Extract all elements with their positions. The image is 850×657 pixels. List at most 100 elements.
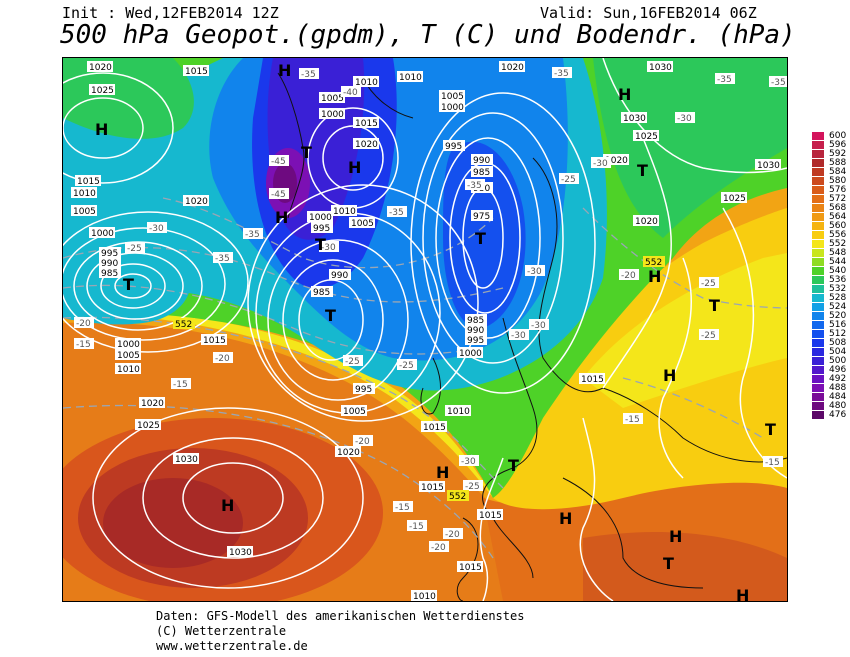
- isobar-label: 995: [353, 383, 375, 395]
- svg-text:1000: 1000: [117, 340, 140, 350]
- temp-label: -25: [343, 355, 363, 367]
- svg-text:-30: -30: [461, 457, 476, 467]
- svg-text:1020: 1020: [185, 197, 208, 207]
- svg-text:1020: 1020: [141, 399, 164, 409]
- svg-text:995: 995: [101, 249, 118, 259]
- isobar-label: 1010: [331, 205, 357, 217]
- svg-text:-25: -25: [701, 279, 716, 289]
- label-552: 552: [447, 490, 469, 502]
- svg-text:1020: 1020: [89, 63, 112, 73]
- svg-text:1030: 1030: [229, 548, 252, 558]
- isobar-label: 1010: [397, 71, 423, 83]
- svg-text:1020: 1020: [337, 448, 360, 458]
- high-marker: H: [436, 463, 449, 482]
- legend-swatch: [812, 321, 824, 329]
- coastline-greenland: [277, 72, 305, 219]
- temp-label: -35: [299, 68, 319, 80]
- isobar-label: 1000: [89, 227, 115, 239]
- isobar-label: 1015: [201, 334, 227, 346]
- temp-label: -20: [213, 352, 233, 364]
- legend-label: 484: [829, 392, 847, 402]
- temp-label: -35: [243, 228, 263, 240]
- low-marker: T: [301, 143, 312, 162]
- legend-swatch: [812, 204, 824, 212]
- isobar-label: 1005: [439, 90, 465, 102]
- isobar-label: 1025: [135, 419, 161, 431]
- field-deepblue-east: [443, 141, 526, 329]
- svg-text:-35: -35: [245, 230, 260, 240]
- svg-text:1025: 1025: [723, 194, 746, 204]
- svg-text:1010: 1010: [355, 78, 378, 88]
- legend-label: 504: [829, 347, 847, 357]
- svg-text:-30: -30: [511, 331, 526, 341]
- svg-text:995: 995: [445, 142, 462, 152]
- label-552: 552: [643, 256, 665, 268]
- field-teal-northeast: [593, 58, 787, 238]
- legend-label: 556: [829, 230, 847, 240]
- legend-label: 488: [829, 383, 847, 393]
- svg-text:1010: 1010: [399, 73, 422, 83]
- legend-label: 544: [829, 257, 847, 267]
- svg-text:-20: -20: [215, 354, 230, 364]
- svg-text:985: 985: [467, 316, 484, 326]
- high-marker: H: [663, 366, 676, 385]
- pressure-systems: H H H H H H H H H H H H T T T T T T T T …: [95, 61, 776, 601]
- isobar-label: 1010: [445, 405, 471, 417]
- isobar-label: 1005: [71, 205, 97, 217]
- isobar-label: 1030: [755, 159, 781, 171]
- field-green-northwest: [63, 58, 194, 139]
- legend-swatch: [812, 384, 824, 392]
- isobar-central-low-2: [282, 259, 384, 381]
- temp-contour-minus25: [63, 284, 484, 355]
- svg-text:1020: 1020: [635, 217, 658, 227]
- legend-swatch: [812, 375, 824, 383]
- high-marker: H: [348, 158, 361, 177]
- legend-label: 564: [829, 212, 847, 222]
- svg-text:1015: 1015: [459, 563, 482, 573]
- legend-label: 516: [829, 320, 847, 330]
- svg-text:-35: -35: [389, 208, 404, 218]
- isobar-north-low-4: [422, 112, 564, 364]
- svg-text:1005: 1005: [351, 219, 374, 229]
- legend-swatch: [812, 330, 824, 338]
- isobar-label: 1000: [439, 101, 465, 113]
- isobar-ne-1: [602, 58, 787, 174]
- isobar-label: 1005: [349, 217, 375, 229]
- svg-text:1015: 1015: [581, 375, 604, 385]
- field-cyan-atlantic: [63, 215, 191, 325]
- temp-label: -25: [397, 359, 417, 371]
- isobar-label: 995: [465, 334, 487, 346]
- low-marker: T: [765, 420, 776, 439]
- temp-label: -15: [171, 378, 191, 390]
- temp-label: -15: [407, 520, 427, 532]
- svg-text:-20: -20: [621, 271, 636, 281]
- svg-text:1030: 1030: [175, 455, 198, 465]
- svg-text:990: 990: [331, 271, 348, 281]
- isobar-label: 985: [471, 166, 493, 178]
- weather-map-canvas: 1020 1015 1025 1010 1005 1000 1015 1020 …: [63, 58, 787, 601]
- temp-label: -40: [341, 86, 361, 98]
- svg-text:1015: 1015: [355, 119, 378, 129]
- svg-text:-15: -15: [409, 522, 424, 532]
- legend-swatch: [812, 240, 824, 248]
- temp-label: -15: [393, 501, 413, 513]
- temp-label: -35: [213, 252, 233, 264]
- legend-swatch: [812, 357, 824, 365]
- svg-text:1010: 1010: [117, 365, 140, 375]
- legend-swatch: [812, 159, 824, 167]
- high-marker: H: [669, 527, 682, 546]
- legend-swatch: [812, 267, 824, 275]
- svg-text:975: 975: [473, 212, 490, 222]
- svg-text:-25: -25: [127, 244, 142, 254]
- isobar-south-1: [479, 457, 504, 601]
- svg-text:1015: 1015: [185, 67, 208, 77]
- svg-text:990: 990: [101, 259, 118, 269]
- temp-label: -45: [269, 155, 289, 167]
- legend-label: 572: [829, 194, 847, 204]
- svg-text:1005: 1005: [343, 407, 366, 417]
- svg-text:-20: -20: [445, 530, 460, 540]
- svg-text:-30: -30: [677, 114, 692, 124]
- legend-label: 524: [829, 302, 847, 312]
- footer-website[interactable]: www.wetterzentrale.de: [156, 639, 308, 653]
- svg-text:-35: -35: [771, 78, 786, 88]
